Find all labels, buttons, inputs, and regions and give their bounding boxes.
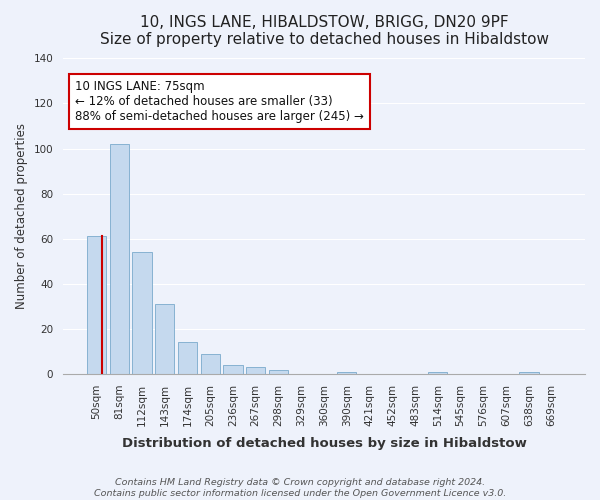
Bar bbox=[200, 354, 220, 374]
Y-axis label: Number of detached properties: Number of detached properties bbox=[15, 123, 28, 309]
Text: 10 INGS LANE: 75sqm
← 12% of detached houses are smaller (33)
88% of semi-detach: 10 INGS LANE: 75sqm ← 12% of detached ho… bbox=[75, 80, 364, 124]
Bar bbox=[269, 370, 288, 374]
Bar bbox=[132, 252, 152, 374]
Bar bbox=[519, 372, 539, 374]
Bar bbox=[110, 144, 129, 374]
X-axis label: Distribution of detached houses by size in Hibaldstow: Distribution of detached houses by size … bbox=[122, 437, 526, 450]
Bar bbox=[246, 368, 265, 374]
Bar bbox=[337, 372, 356, 374]
Title: 10, INGS LANE, HIBALDSTOW, BRIGG, DN20 9PF
Size of property relative to detached: 10, INGS LANE, HIBALDSTOW, BRIGG, DN20 9… bbox=[100, 15, 548, 48]
Bar bbox=[428, 372, 448, 374]
Bar bbox=[178, 342, 197, 374]
Bar bbox=[155, 304, 175, 374]
Bar bbox=[87, 236, 106, 374]
Text: Contains HM Land Registry data © Crown copyright and database right 2024.
Contai: Contains HM Land Registry data © Crown c… bbox=[94, 478, 506, 498]
Bar bbox=[223, 365, 242, 374]
